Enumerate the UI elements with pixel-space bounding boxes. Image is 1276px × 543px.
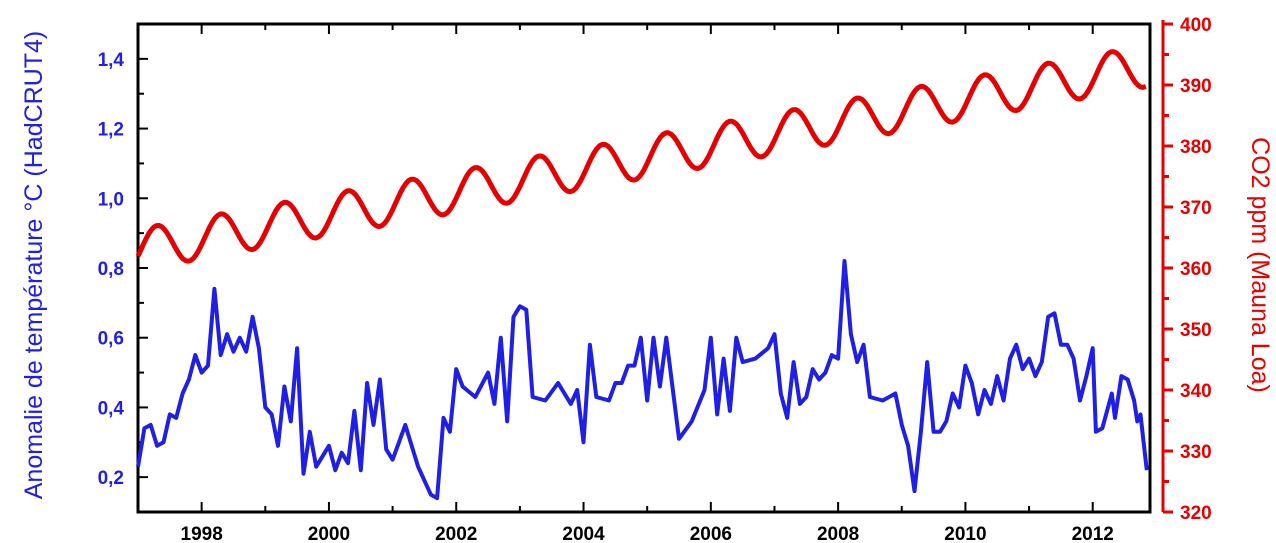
left-tick-label: 0,4 (98, 398, 125, 419)
right-tick-label: 360 (1180, 259, 1212, 280)
x-axis-tick-labels: 1998 2000 2002 2004 2006 2008 2010 2012 (181, 524, 1114, 543)
right-axis-tick-labels: 320 330 340 350 360 370 380 390 400 (1180, 15, 1212, 524)
right-tick-label: 400 (1180, 15, 1212, 36)
right-tick-label: 340 (1180, 381, 1212, 402)
x-tick-label: 2012 (1072, 524, 1114, 543)
right-tick-label: 390 (1180, 76, 1212, 97)
x-tick-label: 1998 (181, 524, 223, 543)
left-axis-tick-labels: 0,2 0,4 0,6 0,8 1,0 1,2 1,4 (98, 50, 125, 489)
right-tick-label: 380 (1180, 137, 1212, 158)
plot-area (136, 22, 1152, 514)
series-co2-line (135, 49, 1147, 264)
left-tick-label: 1,2 (98, 120, 124, 141)
x-tick-label: 2008 (817, 524, 859, 543)
x-tick-label: 2002 (435, 524, 477, 543)
right-tick-label: 370 (1180, 198, 1212, 219)
x-tick-label: 2004 (562, 524, 605, 543)
right-tick-label: 350 (1180, 320, 1212, 341)
right-tick-label: 320 (1180, 503, 1212, 524)
series-temperature-line (136, 259, 1149, 501)
x-tick-label: 2010 (944, 524, 986, 543)
right-axis-title: CO2 ppm (Mauna Loa) (1246, 137, 1274, 393)
left-tick-label: 0,8 (98, 259, 124, 280)
left-tick-label: 1,4 (98, 50, 125, 71)
left-axis-title: Anomalie de température °C (HadCRUT4) (20, 31, 48, 500)
left-tick-label: 1,0 (98, 189, 124, 210)
right-tick-label: 330 (1180, 442, 1212, 463)
left-tick-label: 0,2 (98, 468, 124, 489)
left-tick-label: 0,6 (98, 329, 124, 350)
axis-ticks (137, 22, 1173, 514)
x-tick-label: 2006 (690, 524, 732, 543)
x-tick-label: 2000 (308, 524, 350, 543)
